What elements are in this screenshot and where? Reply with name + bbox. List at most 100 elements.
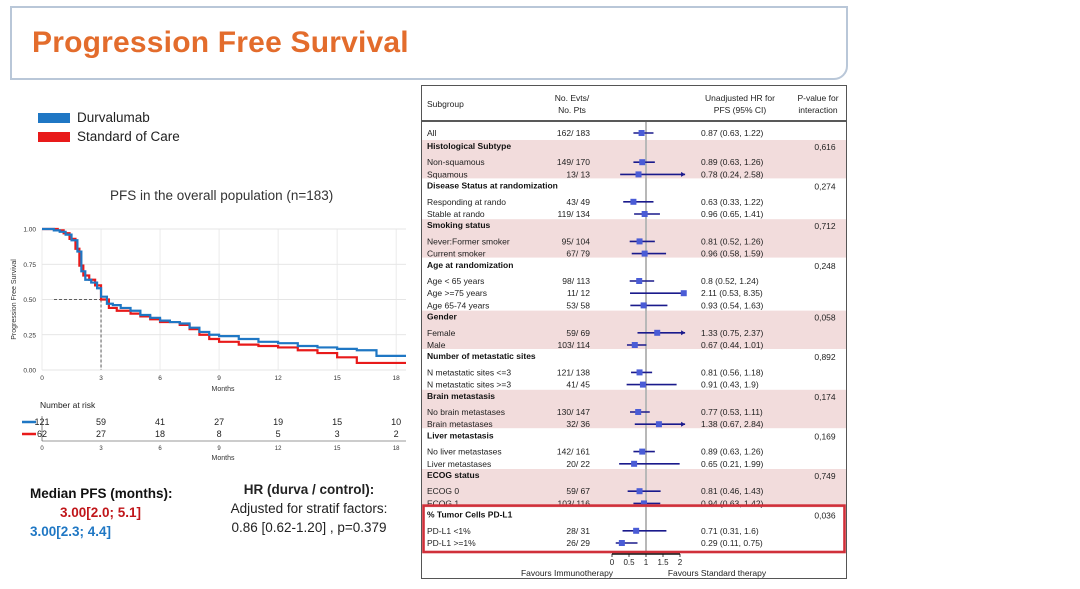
forest-point-estimate (640, 302, 647, 309)
forest-highlight-box (422, 504, 846, 554)
forest-point-estimate (633, 527, 640, 534)
median-pfs: Median PFS (months): 3.00[2.0; 5.1] 3.00… (30, 484, 173, 541)
forest-row-hr: 0.89 (0.63, 1.26) (701, 447, 764, 457)
forest-point-estimate (680, 290, 687, 297)
km-y-axis-label: Progression Free Survival (11, 259, 18, 340)
forest-group-label: Brain metastasis (427, 391, 495, 401)
forest-point-estimate (639, 381, 646, 388)
forest-point-estimate (638, 130, 645, 136)
forest-header-hr-2: PFS (95% CI) (714, 105, 767, 115)
forest-row-evts: 13/ 13 (566, 169, 590, 179)
forest-row-hr: 0.81 (0.52, 1.26) (701, 236, 764, 246)
forest-x-tick-label: 2 (678, 558, 683, 567)
forest-x-tick-label: 0.5 (623, 558, 635, 567)
forest-row-evts: 11/ 12 (567, 288, 590, 298)
forest-row-hr: 0.94 (0.63, 1.42) (701, 498, 764, 508)
forest-row-label: Non-squamous (427, 157, 485, 167)
risk-cell: 2 (394, 429, 399, 439)
median-pfs-label: Median PFS (months): (30, 486, 173, 501)
forest-row-label: N metastatic sites >=3 (427, 380, 511, 390)
title-banner: Progression Free Survival (10, 6, 848, 80)
forest-row-hr: 0.87 (0.63, 1.22) (701, 128, 764, 138)
forest-row-hr: 0.77 (0.53, 1.11) (701, 407, 763, 417)
forest-group-label: Liver metastasis (427, 430, 494, 440)
forest-point-estimate (639, 448, 646, 455)
forest-header-hr-1: Unadjusted HR for (705, 93, 775, 103)
forest-row-label: Stable at rando (427, 209, 485, 219)
forest-row-hr: 0.96 (0.58, 1.59) (701, 249, 764, 259)
forest-row-label: No brain metastases (427, 407, 505, 417)
km-y-tick-label: 1.00 (23, 227, 36, 234)
forest-row-evts: 95/ 104 (562, 236, 591, 246)
forest-point-estimate (654, 329, 661, 336)
risk-cell: 8 (217, 429, 222, 439)
risk-x-tick-label: 6 (158, 446, 162, 452)
forest-point-estimate (639, 159, 646, 166)
forest-row-hr: 0.29 (0.11, 0.75) (701, 538, 763, 548)
km-x-axis-label: Months (212, 386, 235, 393)
forest-point-estimate (635, 171, 642, 178)
km-x-tick-label: 18 (393, 375, 401, 382)
forest-row-hr: 0.65 (0.21, 1.99) (701, 459, 764, 469)
km-chart-title: PFS in the overall population (n=183) (110, 188, 334, 203)
forest-header-p-2: interaction (798, 105, 837, 115)
risk-cell: 10 (391, 417, 401, 427)
forest-group-band (422, 389, 846, 429)
forest-p-value: 0,248 (814, 261, 836, 271)
forest-row-label: N metastatic sites <=3 (427, 367, 511, 377)
forest-row-label: Female (427, 328, 456, 338)
forest-row-hr: 0.91 (0.43, 1.9) (701, 380, 759, 390)
legend-swatch-durvalumab (38, 112, 70, 123)
risk-cell: 15 (332, 417, 342, 427)
km-y-tick-label: 0.00 (23, 368, 36, 375)
forest-row-label: Never:Former smoker (427, 236, 510, 246)
risk-cell: 19 (273, 417, 283, 427)
forest-row-evts: 162/ 183 (557, 128, 590, 138)
risk-cell: 3 (335, 429, 340, 439)
forest-point-estimate (635, 409, 642, 415)
forest-p-value: 0,712 (814, 221, 836, 231)
km-x-tick-label: 6 (158, 375, 162, 382)
km-y-tick-label: 0.75 (23, 262, 36, 269)
forest-ci-arrow (681, 421, 686, 427)
forest-point-estimate (631, 460, 638, 467)
risk-cell: 121 (34, 417, 49, 427)
km-chart: 0.000.250.500.751.000 3 6 9 12 15 18MonthsProg… (11, 227, 406, 462)
legend-swatch-standard-of-care (38, 131, 70, 142)
forest-row-label: Responding at rando (427, 197, 506, 207)
median-pfs-soc: 3.00[2.0; 5.1] (60, 505, 142, 520)
forest-group-label: Gender (427, 312, 457, 322)
forest-row-hr: 0.67 (0.44, 1.01) (701, 340, 764, 350)
forest-row-label: PD-L1 >=1% (427, 538, 476, 548)
forest-ci-arrow (681, 330, 686, 336)
legend-item-durvalumab: Durvalumab (38, 108, 180, 127)
forest-row-hr: 0.63 (0.33, 1.22) (701, 197, 764, 207)
km-line-durvalumab (42, 227, 406, 357)
legend-item-standard-of-care: Standard of Care (38, 127, 180, 146)
forest-point-estimate (631, 342, 638, 348)
forest-p-value: 0,749 (814, 471, 836, 481)
forest-row-evts: 149/ 170 (557, 157, 590, 167)
forest-row-evts: 142/ 161 (557, 447, 590, 457)
forest-header-evts-1: No. Evts/ (555, 93, 590, 103)
risk-x-tick-label: 15 (334, 446, 341, 452)
forest-row-hr: 0.8 (0.52, 1.24) (701, 276, 759, 286)
forest-group-label: Histological Subtype (427, 141, 511, 151)
forest-row-evts: 119/ 134 (558, 209, 591, 219)
forest-p-value: 0,036 (814, 511, 836, 521)
forest-row-label: PD-L1 <1% (427, 526, 471, 536)
forest-row-label: All (427, 128, 437, 138)
forest-header-subgroup: Subgroup (427, 99, 464, 109)
forest-group-label: % Tumor Cells PD-L1 (427, 510, 513, 520)
legend-label-standard-of-care: Standard of Care (77, 129, 180, 144)
forest-row-evts: 98/ 113 (562, 276, 590, 286)
forest-row-label: Age >=75 years (427, 288, 487, 298)
forest-header-evts-2: No. Pts (558, 105, 586, 115)
legend: Durvalumab Standard of Care (38, 108, 180, 146)
forest-point-estimate (630, 198, 637, 205)
forest-row-evts: 59/ 67 (566, 486, 590, 496)
risk-cell: 41 (155, 417, 165, 427)
risk-cell: 18 (155, 429, 165, 439)
forest-point-estimate (636, 488, 643, 495)
forest-point-estimate (636, 238, 643, 245)
